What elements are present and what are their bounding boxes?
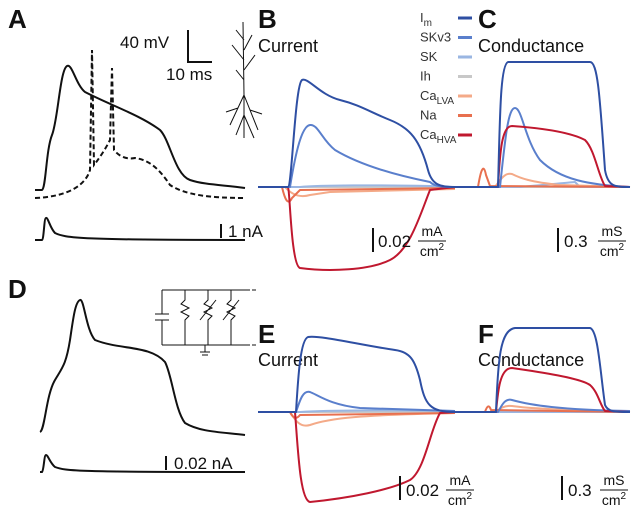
trace (258, 335, 456, 413)
circuit-icon (155, 289, 256, 356)
panel-letter: B (258, 4, 277, 34)
traces (455, 327, 631, 413)
unit-exponent: 2 (619, 242, 625, 253)
trace (258, 390, 456, 413)
voltage-trace-dashed (34, 49, 246, 199)
legend-name: SK (420, 49, 438, 64)
legend-label: Im (420, 10, 432, 29)
unit-exponent: 2 (439, 242, 445, 253)
scale-bar (187, 30, 212, 63)
scale-unit: 0.02 mA cm2 (372, 223, 446, 259)
unit-denominator: cm2 (600, 242, 625, 259)
traces (455, 61, 631, 188)
scale-label: 40 mV (120, 33, 170, 52)
unit-exponent: 2 (467, 491, 473, 502)
legend-subscript: HVA (437, 135, 457, 146)
unit-base: cm (420, 243, 439, 259)
panel-letter: C (478, 4, 497, 34)
scale-unit: 0.3 mS cm2 (557, 223, 626, 259)
panel-title: Current (258, 350, 318, 370)
panel-title: Conductance (478, 36, 584, 56)
unit-base: cm (448, 492, 467, 508)
unit-numerator: mA (422, 223, 444, 239)
trace (455, 61, 631, 188)
panel-letter: A (8, 4, 27, 34)
unit-base: cm (600, 243, 619, 259)
trace (455, 398, 631, 413)
panel-letter: D (8, 274, 27, 304)
panel-title: Current (258, 36, 318, 56)
legend-subscript: m (424, 18, 432, 29)
scale-label: 0.02 nA (174, 454, 233, 473)
legend-subscript: LVA (437, 96, 455, 107)
scale-value: 0.3 (568, 481, 592, 500)
unit-denominator: cm2 (448, 491, 473, 508)
trace (455, 367, 631, 413)
traces (258, 335, 456, 503)
scale-label: 1 nA (228, 222, 264, 241)
current-trace (35, 216, 246, 241)
trace (455, 125, 631, 188)
scale-value: 0.3 (564, 232, 588, 251)
unit-exponent: 2 (621, 491, 627, 502)
neuron-icon (225, 21, 263, 139)
scale-unit: 0.02 mA cm2 (399, 472, 474, 508)
trace (455, 327, 631, 413)
legend-name: Ca (420, 127, 437, 142)
panel-letter: E (258, 319, 275, 349)
legend-label: Na (420, 108, 437, 123)
panel-title: Conductance (478, 350, 584, 370)
legend-name: Na (420, 108, 437, 123)
unit-numerator: mA (450, 472, 472, 488)
current-trace (40, 453, 246, 473)
voltage-trace (35, 64, 246, 191)
legend-label: CaLVA (420, 88, 454, 107)
legend-name: Ca (420, 88, 437, 103)
legend-name: SKv3 (420, 30, 451, 45)
unit-numerator: mS (604, 472, 625, 488)
trace (455, 107, 631, 188)
scale-label: 10 ms (166, 65, 212, 84)
legend-label: SK (420, 49, 438, 64)
traces (258, 78, 456, 271)
scale-unit: 0.3 mS cm2 (561, 472, 628, 508)
legend-label: Ih (420, 69, 431, 84)
unit-denominator: cm2 (420, 242, 445, 259)
scale-value: 0.02 (378, 232, 411, 251)
voltage-trace (39, 298, 246, 436)
panel-letter: F (478, 319, 494, 349)
unit-denominator: cm2 (602, 491, 627, 508)
unit-base: cm (602, 492, 621, 508)
unit-numerator: mS (602, 223, 623, 239)
legend-name: Ih (420, 69, 431, 84)
trace (258, 186, 456, 271)
legend-label: SKv3 (420, 30, 451, 45)
legend-label: CaHVA (420, 127, 457, 146)
trace (258, 184, 456, 188)
trace (258, 124, 456, 188)
trace (258, 411, 456, 503)
trace (258, 78, 456, 188)
legend-name: I (420, 10, 424, 25)
scale-value: 0.02 (406, 481, 439, 500)
